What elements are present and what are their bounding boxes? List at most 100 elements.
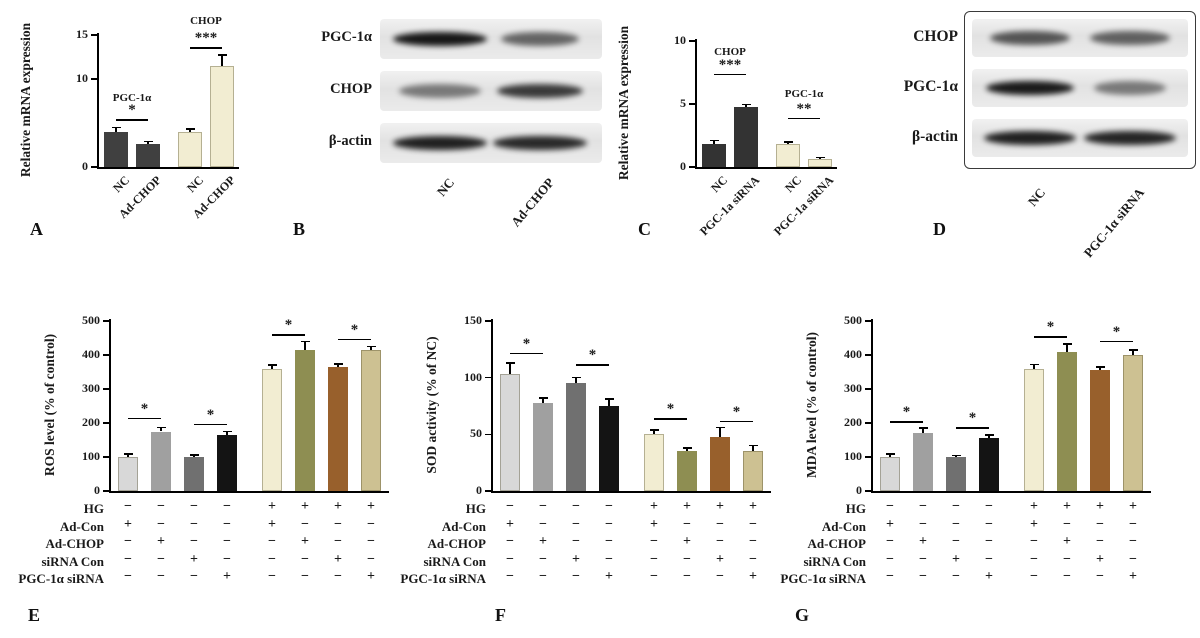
treatment-symbol: + bbox=[1129, 569, 1137, 584]
y-tick bbox=[689, 103, 696, 105]
y-tick-label: 10 bbox=[674, 33, 686, 47]
significance-label: * bbox=[522, 335, 531, 352]
x-axis bbox=[109, 491, 389, 493]
significance-line bbox=[510, 352, 543, 355]
error-bar bbox=[719, 427, 721, 437]
y-axis bbox=[871, 319, 873, 492]
treatment-symbol: − bbox=[334, 534, 342, 549]
bar bbox=[217, 434, 237, 491]
treatment-symbol: − bbox=[268, 569, 276, 584]
panel-f: SOD activity (% of NC) 0 50 100 150 * * * * HG − − −… bbox=[392, 295, 777, 638]
blot-band bbox=[398, 84, 481, 98]
error-bar bbox=[686, 447, 688, 452]
treatment-symbol: − bbox=[301, 551, 309, 567]
treatment-row-label: PGC-1α siRNA bbox=[18, 571, 104, 586]
treatment-symbol: − bbox=[367, 551, 375, 567]
treatment-symbol: − bbox=[1063, 569, 1071, 584]
treatment-symbol: − bbox=[919, 569, 927, 584]
treatment-symbol: − bbox=[952, 569, 960, 584]
error-bar bbox=[221, 55, 223, 66]
treatment-symbol: − bbox=[157, 569, 165, 584]
y-tick bbox=[485, 490, 492, 492]
blot-band bbox=[1093, 81, 1166, 95]
treatment-symbol: − bbox=[605, 516, 613, 532]
blot-strip bbox=[972, 69, 1188, 107]
treatment-symbol: + bbox=[683, 499, 691, 514]
treatment-symbol: + bbox=[268, 499, 276, 514]
treatment-symbol: − bbox=[1096, 569, 1104, 584]
x-axis bbox=[695, 167, 837, 169]
error-bar bbox=[147, 141, 149, 145]
panel-letter-b: B bbox=[293, 219, 306, 239]
treatment-row-label: Ad-Con bbox=[441, 518, 486, 534]
treatment-symbol: − bbox=[124, 499, 132, 514]
significance-label: * bbox=[902, 404, 911, 421]
treatment-symbol: + bbox=[334, 551, 342, 567]
significance-line bbox=[654, 418, 687, 421]
bar-chart-sod-activity: SOD activity (% of NC) 0 50 100 150 * * * * HG − − −… bbox=[392, 295, 777, 638]
significance-line bbox=[720, 420, 753, 423]
y-tick-label: 100 bbox=[844, 449, 862, 463]
y-tick bbox=[485, 376, 492, 379]
x-axis bbox=[491, 491, 771, 493]
error-bar-cap bbox=[189, 454, 199, 456]
treatment-symbol: − bbox=[952, 534, 960, 549]
y-tick-label: 200 bbox=[82, 415, 100, 429]
error-bar-cap bbox=[111, 126, 121, 129]
treatment-symbol: + bbox=[716, 551, 724, 567]
bar bbox=[1024, 368, 1044, 491]
treatment-symbol: − bbox=[1129, 516, 1137, 532]
error-bar bbox=[1033, 364, 1035, 369]
significance-line bbox=[128, 417, 161, 420]
y-tick-label: 5 bbox=[680, 96, 686, 110]
x-tick-label: NC bbox=[707, 173, 730, 196]
blot-band bbox=[984, 131, 1077, 145]
y-axis-label: ROS level (% of control) bbox=[42, 333, 57, 477]
bar bbox=[1057, 351, 1077, 491]
treatment-symbol: + bbox=[301, 499, 309, 514]
treatment-symbol: − bbox=[572, 516, 580, 532]
bar bbox=[151, 431, 171, 491]
y-tick-label: 0 bbox=[680, 159, 686, 173]
error-bar bbox=[922, 428, 924, 434]
error-bar-cap bbox=[815, 156, 825, 159]
bar bbox=[644, 434, 664, 491]
bar bbox=[599, 406, 619, 491]
treatment-row-label: HG bbox=[83, 501, 104, 516]
y-tick-label: 150 bbox=[464, 313, 482, 327]
y-tick-label: 100 bbox=[82, 449, 100, 463]
y-tick bbox=[103, 456, 110, 458]
significance-line bbox=[1100, 340, 1133, 343]
significance-label: * bbox=[666, 401, 675, 418]
bar bbox=[136, 144, 160, 167]
error-bar-cap bbox=[333, 363, 343, 365]
bar bbox=[913, 433, 933, 491]
lane-label: NC bbox=[433, 175, 458, 200]
error-bar bbox=[653, 429, 655, 435]
error-bar bbox=[226, 431, 228, 435]
error-bar-cap bbox=[1095, 366, 1105, 368]
y-tick bbox=[865, 320, 872, 322]
significance-line bbox=[272, 333, 305, 336]
treatment-symbol: + bbox=[985, 569, 993, 584]
error-bar bbox=[127, 454, 129, 457]
error-bar bbox=[575, 377, 577, 384]
treatment-symbol: − bbox=[506, 569, 514, 584]
error-bar-cap bbox=[709, 139, 719, 142]
y-tick bbox=[103, 490, 110, 492]
treatment-symbol: − bbox=[190, 534, 198, 549]
y-tick-label: 300 bbox=[82, 381, 100, 395]
error-bar-cap bbox=[222, 430, 232, 433]
treatment-symbol: + bbox=[1096, 551, 1104, 567]
error-bar bbox=[160, 427, 162, 432]
treatment-symbol: − bbox=[124, 551, 132, 567]
error-bar bbox=[745, 104, 747, 107]
treatment-symbol: − bbox=[749, 551, 757, 567]
treatment-symbol: − bbox=[716, 534, 724, 549]
treatment-symbol: − bbox=[367, 534, 375, 549]
y-tick-label: 500 bbox=[82, 313, 100, 327]
treatment-symbol: − bbox=[605, 499, 613, 514]
treatment-symbol: + bbox=[749, 499, 757, 514]
treatment-symbol: − bbox=[683, 551, 691, 567]
treatment-symbol: − bbox=[605, 551, 613, 567]
